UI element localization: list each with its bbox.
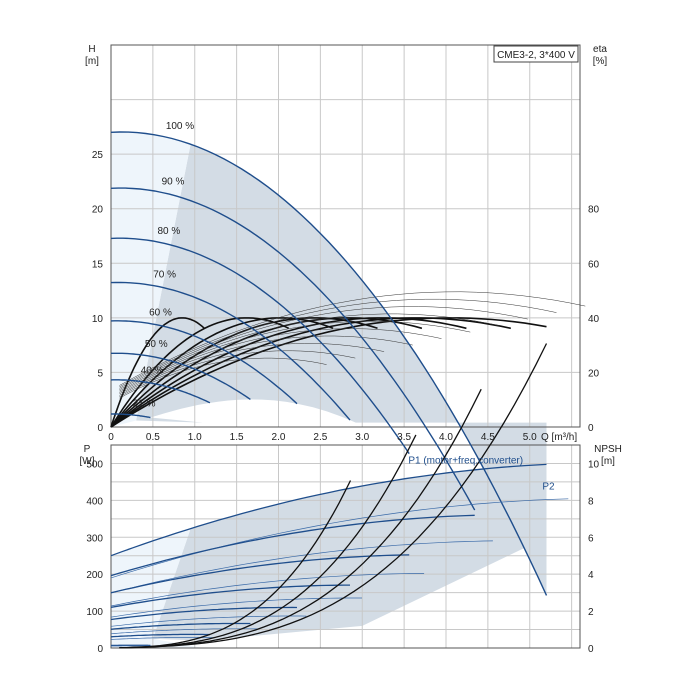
efficiency-aux-curve [119, 328, 442, 393]
npsh-tick-label: 10 [588, 459, 600, 470]
eta-axis-label: eta [593, 44, 607, 55]
speed-label: 50 % [145, 339, 168, 350]
head-curve [110, 320, 298, 405]
eta-tick-label: 40 [588, 314, 600, 325]
head-curve [111, 352, 251, 400]
x-tick-label: 5.0 [523, 432, 537, 443]
p1-curve [110, 633, 210, 638]
p1-curve [110, 622, 251, 630]
x-tick-label: 4.0 [439, 432, 453, 443]
p2-curve [110, 637, 215, 640]
speed-label: 90 % [162, 177, 185, 188]
h-tick-label: 10 [92, 314, 104, 325]
model-label-box [493, 45, 579, 63]
p-tick-label: 0 [97, 644, 103, 655]
npsh-axis-label: NPSH [594, 444, 622, 455]
head-curve [110, 131, 548, 596]
speed-label: 40 % [141, 365, 164, 376]
model-label: CME3-2, 3*400 V [497, 50, 575, 61]
p1-curve [110, 606, 298, 621]
efficiency-aux-curve [119, 298, 557, 388]
eta-tick-label: 80 [588, 205, 600, 216]
x-tick-label: 3.0 [355, 432, 369, 443]
h-unit-label: [m] [85, 56, 99, 67]
top-grid-frame [110, 44, 581, 428]
power-range-shade [152, 466, 547, 641]
p2-curve [110, 573, 425, 607]
p-unit-label: [W] [80, 456, 95, 467]
efficiency-curve [110, 317, 467, 428]
operating-range-shade [136, 144, 547, 596]
bottom-grid-frame [110, 444, 581, 649]
npsh-unit-label: [m] [601, 456, 615, 467]
h-tick-label: 25 [92, 150, 104, 161]
npsh-tick-label: 2 [588, 607, 594, 618]
p2-curve [110, 628, 258, 635]
x-tick-label: 2.0 [272, 432, 286, 443]
npsh-curve [119, 480, 352, 649]
power-low-flow-shade [111, 528, 204, 648]
speed-label: 21 % [133, 399, 156, 410]
npsh-tick-label: 6 [588, 533, 594, 544]
head-curve [111, 413, 151, 419]
head-curve [110, 237, 410, 455]
efficiency-aux-curve [119, 306, 528, 389]
head-curve [110, 281, 351, 421]
speed-label: 80 % [157, 226, 180, 237]
efficiency-curve [110, 317, 423, 428]
x-tick-label: 3.5 [397, 432, 411, 443]
head-curve [110, 187, 476, 511]
p2-curve [110, 615, 307, 627]
efficiency-aux-curve [119, 350, 356, 398]
x-tick-label: 4.5 [481, 432, 495, 443]
p-tick-label: 400 [86, 496, 103, 507]
h-tick-label: 5 [97, 368, 103, 379]
p-tick-label: 100 [86, 607, 103, 618]
speed-label: 70 % [153, 270, 176, 281]
p1-curve [110, 514, 475, 577]
p2-series-label: P2 [542, 481, 555, 492]
efficiency-curve [110, 317, 511, 428]
x-tick-label: 2.5 [313, 432, 327, 443]
efficiency-aux-curve [119, 335, 413, 395]
p-tick-label: 300 [86, 533, 103, 544]
h-axis-label: H [88, 44, 95, 55]
npsh-curve [119, 434, 417, 649]
p-axis-label: P [84, 444, 91, 455]
npsh-tick-label: 8 [588, 496, 594, 507]
x-tick-label: 1.5 [230, 432, 244, 443]
head-curve [110, 379, 211, 404]
h-tick-label: 0 [97, 423, 103, 434]
eta-tick-label: 0 [588, 423, 594, 434]
npsh-tick-label: 4 [588, 570, 594, 581]
h-tick-label: 20 [92, 205, 104, 216]
x-axis-label: Q [m³/h] [541, 432, 577, 443]
efficiency-curve [110, 317, 547, 428]
p-tick-label: 500 [86, 459, 103, 470]
p1-series-label: P1 (motor+freq.converter) [408, 456, 523, 467]
efficiency-aux-curve [119, 343, 385, 396]
npsh-curve [119, 388, 482, 649]
p2-curve [110, 540, 493, 594]
eta-unit-label: [%] [593, 56, 608, 67]
npsh-curve [119, 343, 548, 649]
eta-tick-label: 20 [588, 368, 600, 379]
efficiency-aux-curve [119, 313, 500, 390]
p1-curve [110, 554, 410, 594]
eta-tick-label: 60 [588, 259, 600, 270]
npsh-tick-label: 0 [588, 644, 594, 655]
p-tick-label: 200 [86, 570, 103, 581]
x-tick-label: 0 [108, 432, 114, 443]
efficiency-aux-curve [119, 291, 586, 386]
x-tick-label: 0.5 [146, 432, 160, 443]
x-tick-label: 1.0 [188, 432, 202, 443]
p2-curve [110, 498, 569, 579]
speed-label: 100 % [166, 121, 194, 132]
speed-label: 60 % [149, 307, 172, 318]
h-tick-label: 15 [92, 259, 104, 270]
